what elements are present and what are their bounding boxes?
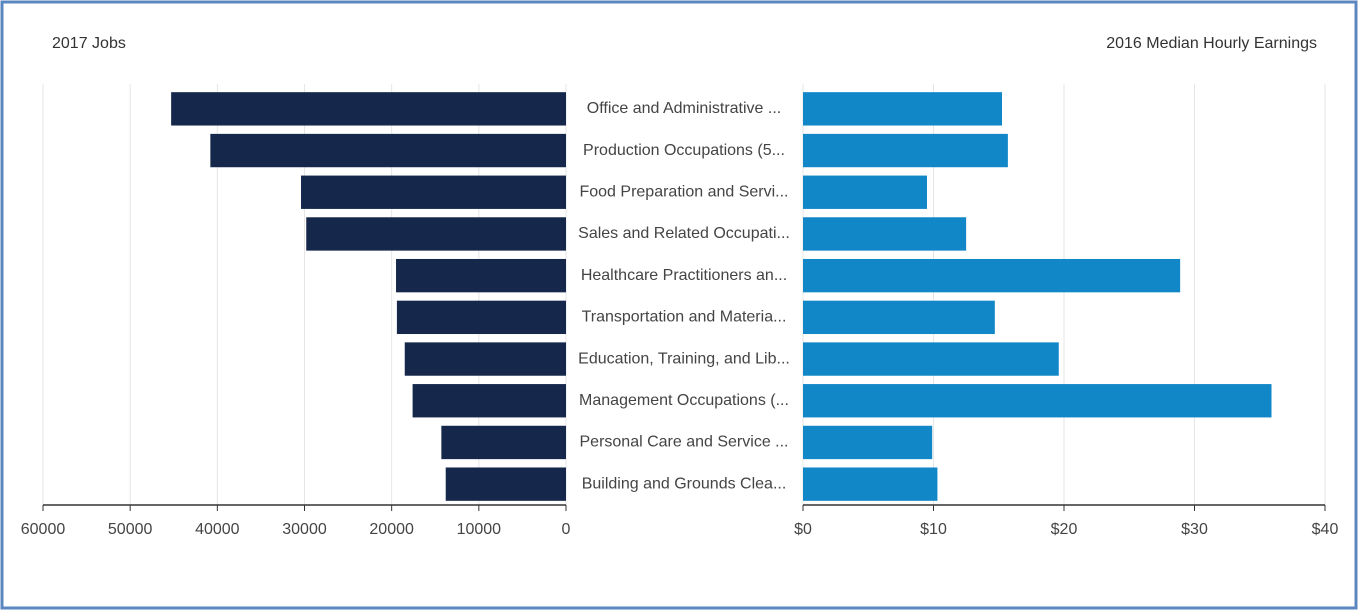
- category-label: Transportation and Materia...: [582, 309, 787, 326]
- x-tick-label: 60000: [21, 521, 66, 538]
- x-tick-label: 50000: [108, 521, 153, 538]
- x-tick-label: $20: [1051, 521, 1078, 538]
- category-label: Management Occupations (...: [579, 392, 789, 409]
- bar: [396, 300, 566, 335]
- category-label: Building and Grounds Clea...: [582, 475, 787, 492]
- x-tick-label: 40000: [195, 521, 240, 538]
- category-label: Sales and Related Occupati...: [578, 225, 790, 242]
- category-label: Food Preparation and Servi...: [579, 183, 788, 200]
- bar: [803, 467, 938, 501]
- x-tick-label: $30: [1181, 521, 1208, 538]
- right-title: 2016 Median Hourly Earnings: [1106, 35, 1317, 52]
- x-tick-label: 0: [562, 521, 571, 538]
- bar: [210, 133, 567, 168]
- bar: [803, 92, 1003, 126]
- bar: [441, 425, 566, 460]
- bar: [803, 217, 967, 251]
- bar: [171, 92, 566, 126]
- left-title: 2017 Jobs: [52, 35, 126, 52]
- category-label: Healthcare Practitioners an...: [581, 267, 787, 284]
- bar: [306, 217, 566, 251]
- bar: [803, 342, 1059, 376]
- bar: [803, 175, 927, 209]
- bar: [396, 258, 566, 293]
- bar: [803, 133, 1008, 168]
- bar: [301, 175, 566, 209]
- bar: [803, 384, 1272, 418]
- x-tick-label: 10000: [457, 521, 502, 538]
- x-tick-label: 30000: [282, 521, 327, 538]
- category-label: Personal Care and Service ...: [580, 434, 789, 451]
- x-tick-label: $10: [920, 521, 947, 538]
- bar: [803, 258, 1181, 293]
- bar: [404, 342, 566, 376]
- category-label: Office and Administrative ...: [587, 100, 781, 117]
- bar: [803, 300, 995, 335]
- bar: [445, 467, 566, 501]
- bar: [803, 425, 933, 460]
- category-label: Production Occupations (5...: [583, 142, 785, 159]
- x-tick-label: $40: [1312, 521, 1339, 538]
- x-tick-label: $0: [794, 521, 812, 538]
- x-tick-label: 20000: [369, 521, 414, 538]
- category-label: Education, Training, and Lib...: [578, 350, 790, 367]
- bar: [412, 384, 566, 418]
